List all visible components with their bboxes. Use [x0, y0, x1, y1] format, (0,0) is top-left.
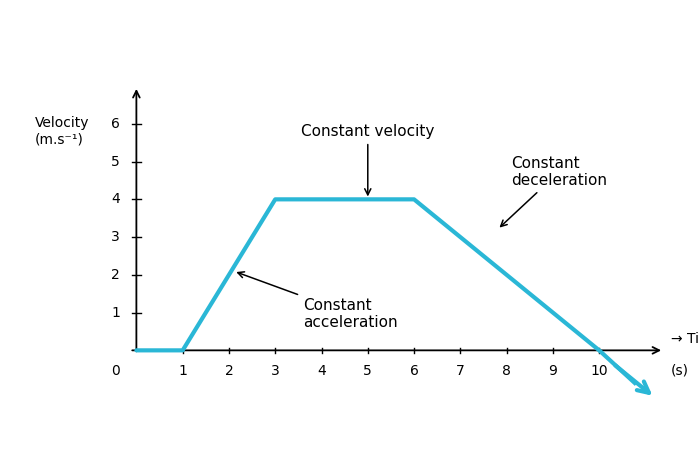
Text: Velocity
(m.s⁻¹): Velocity (m.s⁻¹): [34, 116, 89, 147]
Text: → Time: → Time: [671, 332, 700, 346]
Text: 4: 4: [317, 364, 326, 377]
Text: FREE tutorial videos at www.learncoach.co.nz: FREE tutorial videos at www.learncoach.c…: [58, 444, 362, 456]
FancyBboxPatch shape: [571, 451, 602, 470]
Text: Constant velocity: Constant velocity: [301, 124, 435, 195]
Text: 6: 6: [111, 117, 120, 131]
FancyBboxPatch shape: [532, 451, 563, 470]
Text: 9: 9: [549, 364, 557, 377]
Text: Constant
acceleration: Constant acceleration: [238, 272, 398, 330]
Text: 1: 1: [111, 306, 120, 319]
FancyBboxPatch shape: [571, 430, 602, 449]
FancyBboxPatch shape: [532, 430, 563, 449]
Text: 6: 6: [410, 364, 419, 377]
Text: 5: 5: [111, 155, 120, 169]
Text: COACH: COACH: [620, 460, 663, 470]
Text: 7: 7: [456, 364, 465, 377]
Text: 1: 1: [178, 364, 187, 377]
Text: 5: 5: [363, 364, 372, 377]
Text: 2: 2: [111, 268, 120, 282]
Text: Constant
deceleration: Constant deceleration: [500, 156, 608, 227]
Text: 10: 10: [590, 364, 608, 377]
Text: 0: 0: [111, 364, 120, 377]
Text: learn: learn: [620, 438, 660, 452]
Text: 2: 2: [225, 364, 233, 377]
Text: 4: 4: [111, 192, 120, 206]
Text: 8: 8: [502, 364, 511, 377]
Text: 3: 3: [111, 230, 120, 244]
Text: VELOCITY – TIME GRAPHS: VELOCITY – TIME GRAPHS: [161, 19, 539, 45]
Text: 3: 3: [271, 364, 279, 377]
Text: (s): (s): [671, 364, 689, 377]
